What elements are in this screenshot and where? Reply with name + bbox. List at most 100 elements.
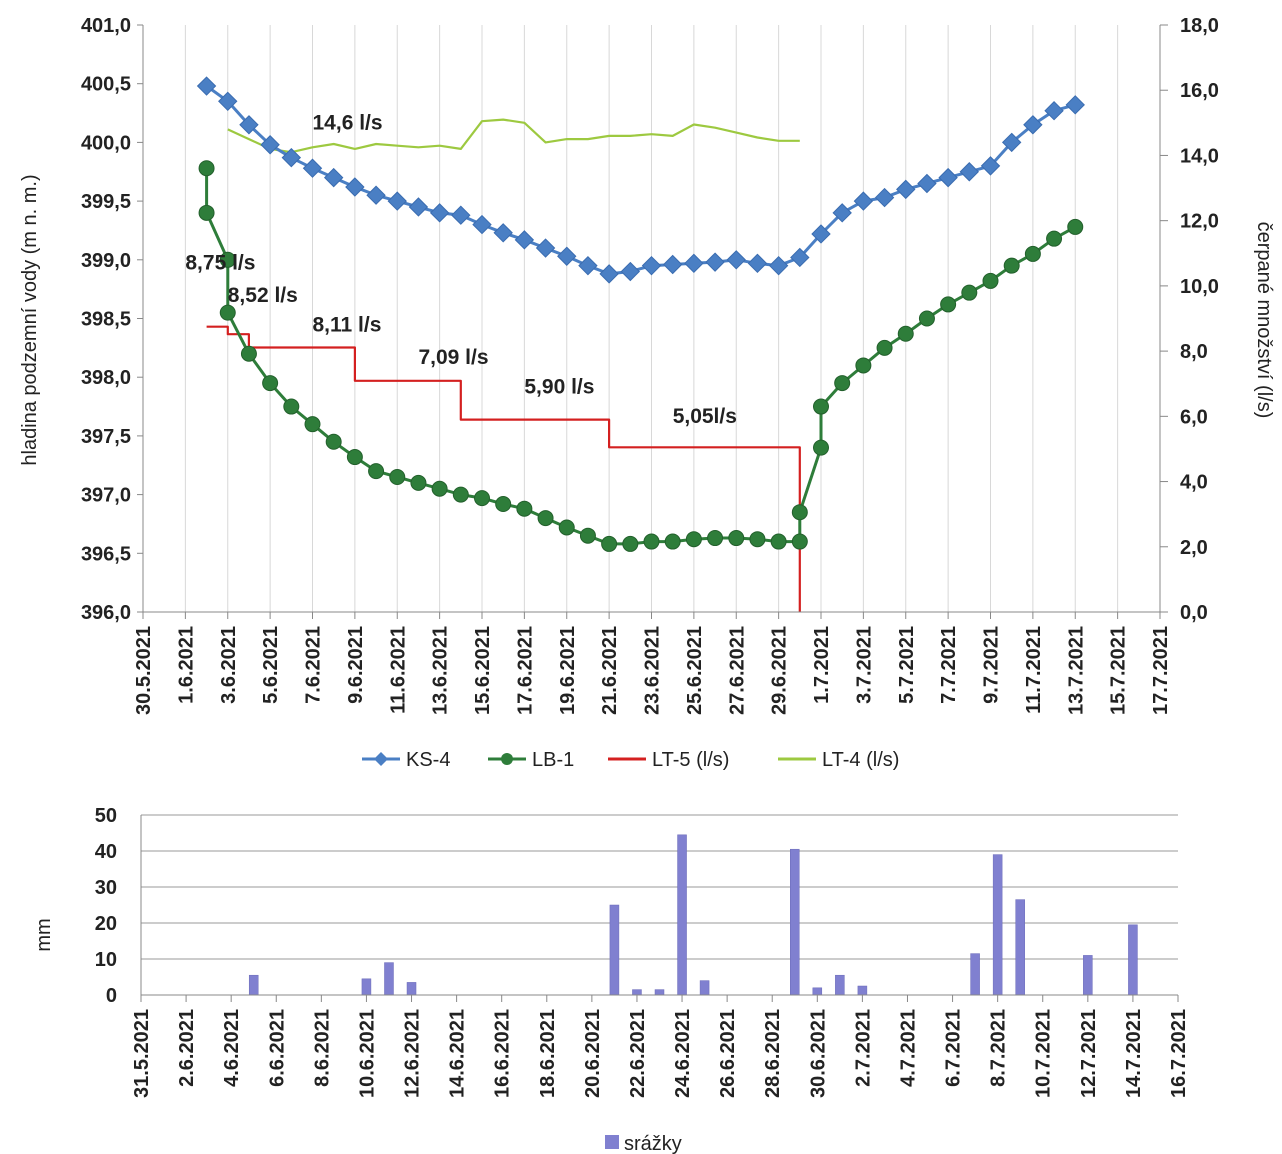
- precipitation-bar: [654, 989, 665, 996]
- legend-label: srážky: [624, 1133, 682, 1154]
- top-x-tick-label: 15.7.2021: [1108, 626, 1130, 715]
- bottom-x-tick-label: 12.6.2021: [402, 1009, 424, 1098]
- lb-1-data-point: [558, 519, 575, 536]
- top-chart-gridlines: [142, 25, 1161, 612]
- pumping-rate-annotation: 5,90 l/s: [524, 376, 594, 399]
- top-chart-axes: 30.5.2021 1.6.2021 3.6.2021 5.6.2021 7.6.202…: [81, 15, 1219, 715]
- ks-4-data-point: [578, 255, 598, 276]
- precipitation-bar: [699, 980, 710, 996]
- lb-1-data-point: [897, 325, 914, 342]
- bottom-chart-gridlines: [141, 814, 1178, 960]
- ks-4-data-point: [705, 252, 725, 272]
- lb-1-data-point: [537, 510, 554, 527]
- bottom-x-tick-label: 31.5.2021: [131, 1009, 153, 1098]
- top-x-tick-label: 17.7.2021: [1150, 626, 1172, 715]
- ks-4-data-point: [980, 156, 1001, 176]
- ks-4-data-point: [196, 76, 217, 96]
- bottom-x-tick-label: 4.7.2021: [897, 1009, 919, 1087]
- series-line-lb-1: [205, 168, 1077, 546]
- top-x-tick-label: 17.6.2021: [514, 626, 536, 715]
- precipitation-bar: [1015, 899, 1025, 996]
- lb-1-data-point: [855, 357, 872, 374]
- top-x-tick-label: 21.6.2021: [599, 626, 621, 715]
- top-x-tick-label: 5.6.2021: [260, 626, 282, 704]
- bottom-x-tick-label: 2.6.2021: [176, 1009, 198, 1087]
- ks-4-data-point: [260, 135, 280, 155]
- left-axis-label: hladina podzemní vody (m n. m.): [19, 174, 41, 465]
- ks-4-data-point: [684, 253, 704, 274]
- lb-1-data-point: [813, 398, 829, 415]
- legend-label: LT-4 (l/s): [822, 749, 899, 771]
- lb-1-data-point: [495, 495, 512, 512]
- ks-4-data-point: [514, 230, 535, 250]
- ks-4-data-point: [641, 255, 662, 276]
- top-x-tick-label: 3.6.2021: [218, 626, 240, 704]
- lb-1-data-point: [728, 530, 745, 547]
- ks-4-data-point: [832, 203, 852, 223]
- top-left-tick-label: 398,0: [81, 367, 131, 389]
- bottom-x-tick-label: 18.6.2021: [537, 1009, 559, 1098]
- top-chart-annotations: 14,6 l/s 8,75 l/s 8,52 l/s 8,11 l/s 7,09 l/s…: [185, 111, 737, 428]
- top-left-tick-label: 401,0: [81, 15, 131, 37]
- top-right-tick-label: 14,0: [1180, 145, 1219, 167]
- ks-4-data-point: [790, 247, 810, 268]
- top-right-tick-label: 12,0: [1180, 211, 1219, 233]
- top-left-tick-label: 400,5: [81, 74, 131, 96]
- top-right-tick-label: 0,0: [1180, 602, 1208, 624]
- bottom-y-tick-label: 10: [95, 949, 117, 971]
- ks-4-data-point: [408, 197, 429, 217]
- ks-4-data-point: [811, 224, 831, 244]
- bottom-x-tick-label: 26.6.2021: [717, 1009, 739, 1098]
- top-x-tick-label: 1.7.2021: [811, 626, 833, 704]
- top-x-tick-label: 25.6.2021: [684, 626, 706, 715]
- top-x-tick-label: 9.6.2021: [345, 626, 367, 704]
- top-x-tick-label: 7.6.2021: [303, 626, 325, 704]
- precipitation-bar: [406, 982, 417, 996]
- pumping-rate-annotation: 14,6 l/s: [313, 111, 383, 134]
- top-x-tick-label: 13.7.2021: [1065, 626, 1087, 715]
- top-left-tick-label: 398,5: [81, 309, 131, 331]
- pumping-rate-annotation: 8,75 l/s: [185, 252, 255, 275]
- lb-1-data-point: [283, 398, 300, 415]
- legend-diamond-marker: [374, 752, 388, 766]
- bottom-y-tick-label: 30: [95, 877, 117, 899]
- lb-1-data-point: [431, 480, 448, 497]
- ks-4-data-point: [896, 179, 916, 200]
- top-right-tick-label: 10,0: [1180, 276, 1219, 298]
- lb-1-data-point: [368, 463, 385, 480]
- ks-4-data-point: [429, 203, 450, 223]
- lb-1-data-point: [516, 500, 533, 517]
- lb-1-data-point: [1067, 218, 1084, 235]
- precipitation-bar: [361, 978, 372, 996]
- lb-1-data-point: [325, 433, 342, 450]
- top-x-tick-label: 11.6.2021: [387, 626, 409, 714]
- lb-1-data-point: [410, 474, 427, 491]
- lb-1-data-point: [622, 535, 639, 552]
- lb-1-data-point: [664, 533, 681, 550]
- lb-1-data-point: [1046, 230, 1063, 247]
- bottom-x-tick-label: 20.6.2021: [582, 1009, 604, 1098]
- top-right-tick-label: 2,0: [1180, 537, 1208, 559]
- bottom-y-tick-label: 50: [95, 805, 117, 827]
- ks-4-data-point: [726, 250, 746, 270]
- precipitation-bar: [857, 985, 868, 996]
- bottom-chart-bars: [248, 834, 1138, 996]
- top-right-tick-label: 6,0: [1180, 406, 1208, 428]
- ks-4-data-point: [557, 246, 577, 266]
- legend-label: LB-1: [532, 749, 574, 771]
- top-x-tick-label: 3.7.2021: [853, 626, 875, 704]
- top-right-tick-label: 8,0: [1180, 341, 1208, 363]
- lb-1-data-point: [346, 449, 363, 466]
- lb-1-data-point: [834, 375, 851, 392]
- ks-4-data-point: [853, 191, 874, 211]
- lb-1-data-point: [474, 490, 490, 507]
- lb-1-data-point: [982, 272, 999, 289]
- bottom-x-tick-label: 14.6.2021: [447, 1009, 469, 1098]
- lb-1-data-point: [452, 486, 469, 503]
- top-x-tick-label: 7.7.2021: [938, 626, 960, 704]
- top-left-tick-label: 400,0: [81, 132, 131, 154]
- lb-1-data-point: [1003, 257, 1020, 274]
- bottom-x-tick-label: 8.7.2021: [988, 1009, 1010, 1087]
- precipitation-bar: [790, 848, 800, 996]
